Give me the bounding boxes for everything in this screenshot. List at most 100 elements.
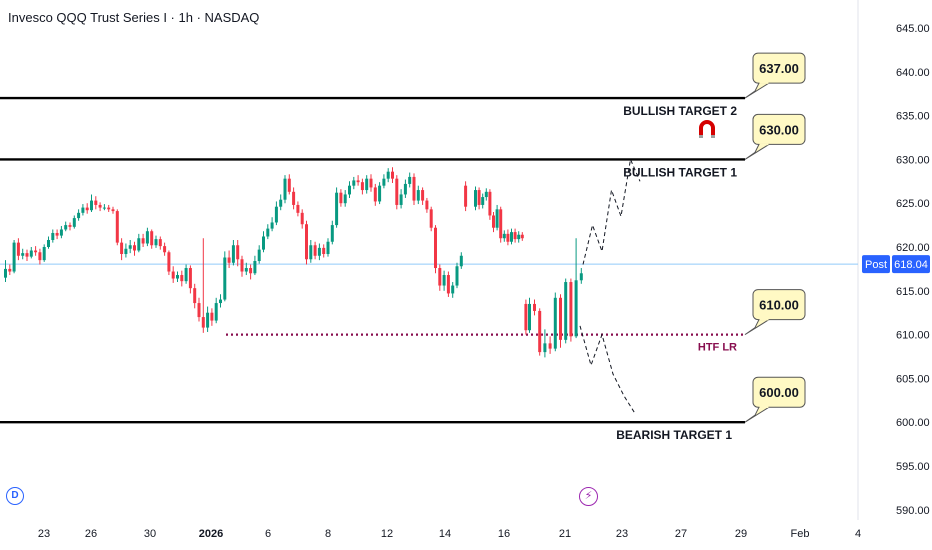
candle	[38, 252, 42, 261]
candle	[459, 255, 463, 267]
callout-box	[752, 289, 806, 321]
x-tick-label: 21	[559, 528, 571, 540]
candle	[369, 178, 373, 188]
candle	[513, 232, 517, 240]
candle	[115, 211, 119, 243]
candle	[451, 285, 455, 294]
callout-label: 637.00	[759, 61, 799, 76]
candle	[569, 282, 573, 337]
level-label: BEARISH TARGET 1	[616, 428, 732, 442]
x-tick-label: 4	[855, 528, 861, 540]
candle	[201, 317, 205, 328]
candle	[365, 178, 369, 191]
candle	[403, 183, 407, 195]
candle	[223, 257, 227, 300]
x-tick-label: 12	[381, 528, 393, 540]
candle	[442, 275, 446, 286]
candle	[506, 233, 510, 242]
x-tick-label: 23	[616, 528, 628, 540]
candle	[510, 232, 513, 242]
candle	[438, 268, 442, 286]
candle	[313, 245, 317, 256]
candle	[124, 248, 128, 255]
candle	[253, 261, 257, 274]
candle	[382, 178, 386, 186]
y-tick-label: 635.00	[896, 111, 930, 123]
candle	[34, 250, 38, 253]
candle	[128, 245, 132, 249]
candle	[77, 212, 81, 219]
candle	[434, 227, 437, 269]
magnet-icon	[699, 120, 715, 138]
x-tick-label: 16	[498, 528, 510, 540]
candle	[502, 233, 506, 239]
x-tick-label: 29	[735, 528, 747, 540]
candle	[42, 247, 46, 261]
candle	[214, 303, 218, 321]
y-tick-label: 630.00	[896, 154, 930, 166]
candle	[553, 297, 557, 349]
candle	[429, 209, 433, 228]
candle	[197, 303, 201, 318]
candle	[81, 207, 85, 213]
candle	[343, 194, 347, 204]
candle	[528, 303, 531, 331]
candle	[68, 225, 72, 227]
candle	[184, 268, 188, 282]
candle	[378, 185, 382, 202]
chart-title: Invesco QQQ Trust Series I · 1h · NASDAQ	[8, 10, 260, 25]
events-badge[interactable]: ⚡	[579, 487, 598, 506]
candle	[47, 239, 50, 247]
candle	[102, 207, 106, 209]
candle	[326, 241, 330, 255]
candle	[72, 218, 76, 227]
dividend-badge[interactable]: D	[6, 487, 24, 505]
candle	[421, 190, 425, 201]
candle	[90, 200, 93, 211]
candle	[287, 178, 291, 192]
callout-pointer	[744, 406, 770, 423]
candle	[231, 245, 235, 263]
post-label: Post	[865, 259, 887, 271]
level-label: BULLISH TARGET 2	[623, 104, 737, 118]
x-tick-label: 8	[325, 528, 331, 540]
candle	[330, 225, 334, 242]
candle	[145, 231, 149, 244]
candle	[408, 176, 412, 184]
candle	[274, 206, 278, 223]
last-price-tag	[892, 255, 930, 274]
candle	[180, 275, 184, 282]
candle	[386, 171, 390, 179]
candle	[21, 253, 25, 256]
candle	[464, 185, 468, 207]
candle	[266, 228, 270, 237]
candle	[262, 236, 265, 250]
candle	[270, 222, 274, 229]
candle	[133, 245, 136, 251]
candle	[317, 247, 321, 256]
candle	[339, 192, 343, 204]
candle	[492, 215, 495, 228]
candle	[188, 268, 192, 289]
candle	[219, 299, 222, 304]
candle	[257, 249, 261, 262]
callout-label: 610.00	[759, 298, 799, 313]
candle	[16, 242, 20, 256]
candle	[25, 253, 29, 257]
callout-pointer	[744, 143, 770, 160]
candle	[488, 191, 492, 216]
candle	[548, 343, 552, 349]
candle	[322, 247, 326, 255]
candle	[150, 231, 154, 246]
candle	[395, 178, 399, 205]
candle	[51, 232, 55, 240]
candle	[520, 234, 524, 239]
x-tick-label: 30	[144, 528, 156, 540]
level-label: BULLISH TARGET 1	[623, 165, 737, 179]
level-label: HTF LR	[698, 342, 737, 354]
candle	[360, 182, 364, 191]
candle	[55, 232, 59, 236]
callout-box	[752, 376, 806, 408]
candle	[94, 200, 98, 205]
